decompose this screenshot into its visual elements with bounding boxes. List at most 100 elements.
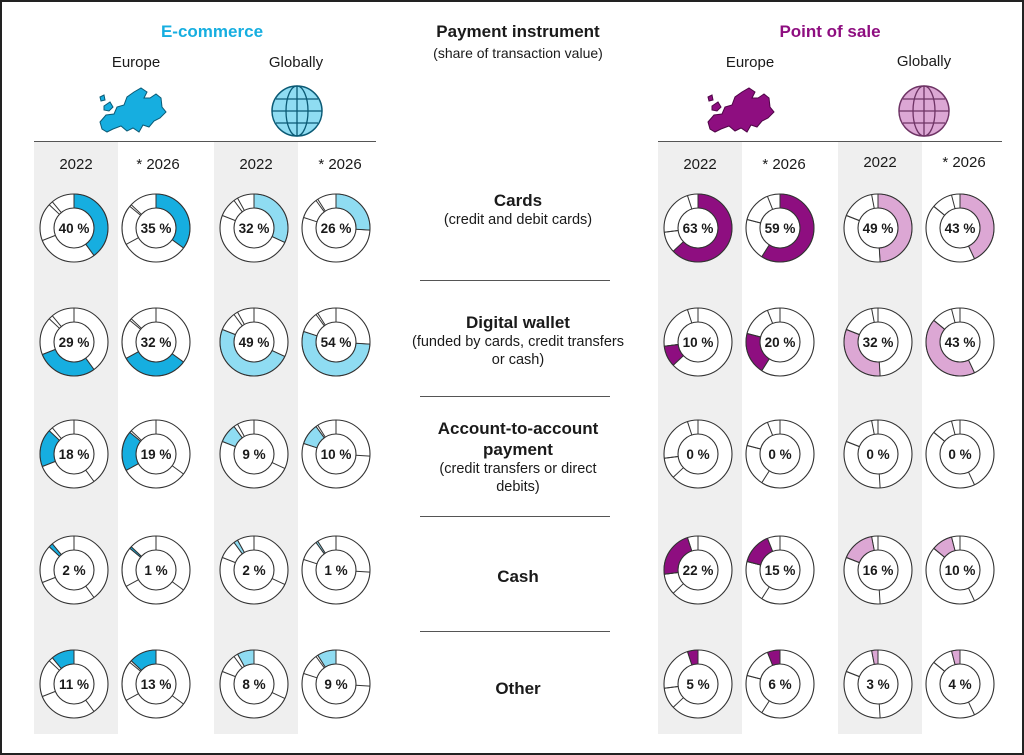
donut-divider xyxy=(761,586,770,599)
donut-divider xyxy=(125,237,139,245)
donut-divider xyxy=(222,557,236,564)
donut-divider xyxy=(171,581,184,591)
category-separator xyxy=(420,631,610,632)
donut-hole xyxy=(760,664,800,704)
donut-divider xyxy=(871,650,875,665)
donut-divider xyxy=(317,541,326,554)
donut-divider xyxy=(746,219,761,224)
data-label: 43 % xyxy=(945,335,976,350)
data-label: 35 % xyxy=(141,221,172,236)
donut-chart: 1 % xyxy=(121,535,191,605)
data-label: 59 % xyxy=(765,221,796,236)
donut-divider xyxy=(664,344,679,347)
donut-divider xyxy=(130,546,142,557)
data-label: 5 % xyxy=(686,677,709,692)
donut-hole xyxy=(858,664,898,704)
donut-divider xyxy=(951,194,956,209)
donut-chart: 9 % xyxy=(301,649,371,719)
data-label: 43 % xyxy=(945,221,976,236)
donut-divider xyxy=(672,355,684,366)
donut-chart: 59 % xyxy=(745,193,815,263)
donut-hole xyxy=(678,322,718,362)
donut-hole xyxy=(316,550,356,590)
data-label: 40 % xyxy=(59,221,90,236)
donut-divider xyxy=(951,650,956,665)
year-label: * 2026 xyxy=(318,156,362,173)
donut-divider xyxy=(129,319,141,330)
category-account-to-account: Account-to-account payment (credit trans… xyxy=(402,418,634,496)
donut-divider xyxy=(746,675,761,680)
donut-divider xyxy=(42,460,56,467)
donut-divider xyxy=(303,331,318,337)
donut-divider xyxy=(130,430,142,441)
donut-divider xyxy=(171,239,184,249)
donut-divider xyxy=(237,539,245,553)
donut-hole xyxy=(678,664,718,704)
donut-divider xyxy=(271,578,285,585)
donut-hole xyxy=(760,434,800,474)
donut-chart: 0 % xyxy=(925,419,995,489)
donut-divider xyxy=(51,201,62,213)
donut-chart: 2 % xyxy=(219,535,289,605)
donut-chart: 10 % xyxy=(663,307,733,377)
donut-hole xyxy=(234,664,274,704)
donut-divider xyxy=(355,570,370,573)
donut-divider xyxy=(42,690,56,697)
donut-divider xyxy=(878,473,881,488)
donut-divider xyxy=(303,559,318,565)
donut-divider xyxy=(951,420,956,435)
data-label: 54 % xyxy=(321,335,352,350)
data-label: 0 % xyxy=(948,447,971,462)
donut-chart: 0 % xyxy=(663,419,733,489)
donut-divider xyxy=(746,561,761,566)
donut-divider xyxy=(767,310,774,324)
donut-hole xyxy=(760,322,800,362)
donut-hole xyxy=(316,664,356,704)
donut-chart: 4 % xyxy=(925,649,995,719)
donut-divider xyxy=(968,245,975,259)
donut-chart: 26 % xyxy=(301,193,371,263)
donut-divider xyxy=(846,671,860,678)
donut-divider xyxy=(767,652,774,666)
donut-chart: 32 % xyxy=(121,307,191,377)
donut-divider xyxy=(746,333,761,338)
donut-divider xyxy=(42,234,56,241)
data-label: 22 % xyxy=(683,563,714,578)
year-label: * 2026 xyxy=(136,156,180,173)
donut-divider xyxy=(687,421,693,436)
donut-divider xyxy=(933,547,945,558)
donut-hole xyxy=(316,434,356,474)
donut-hole xyxy=(54,550,94,590)
donut-chart: 11 % xyxy=(39,649,109,719)
donut-chart: 32 % xyxy=(843,307,913,377)
data-label: 1 % xyxy=(144,563,167,578)
category-subtitle: (funded by cards, credit transfers or ca… xyxy=(412,334,624,368)
donut-divider xyxy=(968,471,975,485)
category-cards: Cards (credit and debit cards) xyxy=(402,190,634,229)
donut-chart: 49 % xyxy=(843,193,913,263)
globe-icon xyxy=(271,85,323,137)
donut-hole xyxy=(940,322,980,362)
data-label: 8 % xyxy=(242,677,265,692)
donut-chart: 49 % xyxy=(219,307,289,377)
donut-hole xyxy=(678,208,718,248)
donut-divider xyxy=(315,200,325,213)
donut-hole xyxy=(940,664,980,704)
donut-divider xyxy=(767,538,774,552)
donut-divider xyxy=(48,204,60,215)
donut-hole xyxy=(234,208,274,248)
donut-divider xyxy=(317,655,326,668)
donut-divider xyxy=(664,572,679,575)
data-label: 0 % xyxy=(686,447,709,462)
donut-hole xyxy=(54,434,94,474)
donut-divider xyxy=(761,244,770,257)
donut-divider xyxy=(878,589,881,604)
donut-divider xyxy=(878,247,881,262)
donut-divider xyxy=(129,205,141,216)
donut-chart: 6 % xyxy=(745,649,815,719)
data-label: 15 % xyxy=(765,563,796,578)
year-label: * 2026 xyxy=(942,154,986,171)
donut-divider xyxy=(767,196,774,210)
donut-divider xyxy=(125,579,139,587)
donut-divider xyxy=(48,660,60,671)
